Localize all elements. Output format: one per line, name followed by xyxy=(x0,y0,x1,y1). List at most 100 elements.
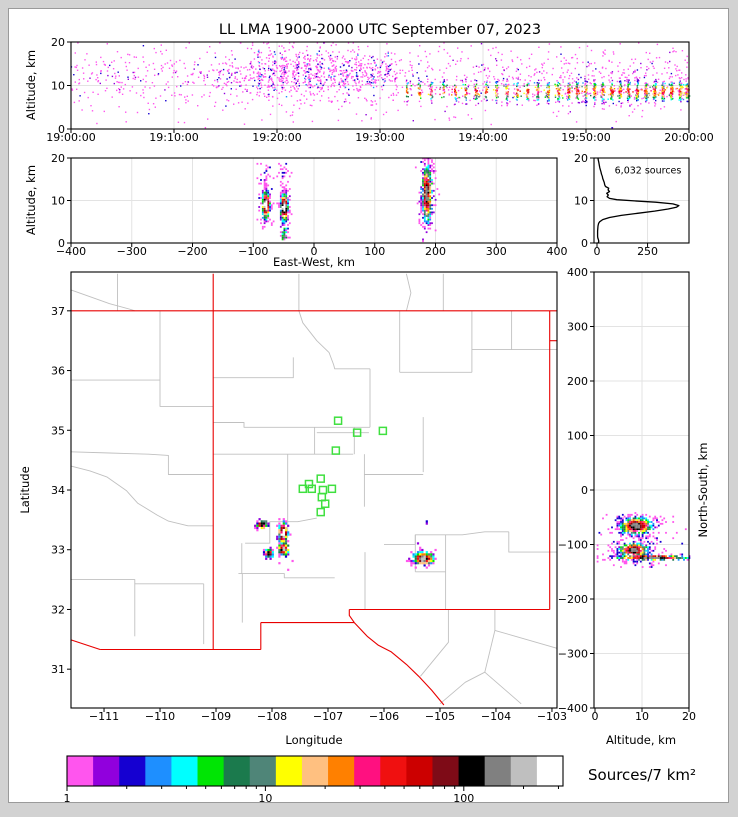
tick-label: 100 xyxy=(453,792,474,805)
colorbar-segment xyxy=(328,756,355,786)
station-square-icon xyxy=(327,484,337,494)
tick-label: −300 xyxy=(117,245,147,258)
station-square-icon xyxy=(352,428,362,437)
tick-label: 10 xyxy=(635,710,649,723)
north-south-panel: 0 10 20 −400 −300 −200 −100 0 100 200 300 400 xyxy=(558,266,696,723)
tick-label: 20 xyxy=(51,152,65,165)
colorbar-segment xyxy=(197,756,225,786)
tick-label: 20 xyxy=(51,36,65,49)
tick-label: 37 xyxy=(51,305,65,318)
tick-label: 0 xyxy=(594,245,601,258)
histogram-panel: 0 250 0 10 20 xyxy=(574,152,690,258)
ew-panel-ylabel: Altitude, km xyxy=(24,164,38,236)
colorbar-segment xyxy=(458,756,486,786)
colorbar-segment xyxy=(249,756,277,786)
colorbar-segment xyxy=(354,756,381,786)
ew-altitude-panel: −400 −300 −200 −100 0 100 200 300 400 0 10 20 xyxy=(51,152,568,258)
colorbar-segment xyxy=(484,756,512,786)
tick-label: 19:40:00 xyxy=(458,131,507,144)
time-altitude-panel: 19:00:00 19:10:00 19:20:00 19:30:00 19:40:00… xyxy=(46,36,713,144)
colorbar-segment xyxy=(406,756,433,786)
figure-title: LL LMA 1900-2000 UTC September 07, 2023 xyxy=(218,22,542,38)
station-square-icon xyxy=(333,416,343,425)
map-xlabel: Longitude xyxy=(285,733,343,747)
tick-label: 1 xyxy=(64,792,71,805)
tick-label: −110 xyxy=(145,710,175,723)
tick-label: 19:50:00 xyxy=(561,131,610,144)
tick-label: −200 xyxy=(177,245,207,258)
tick-label: 0 xyxy=(58,123,65,136)
tick-label: 0 xyxy=(592,710,599,723)
tick-label: −100 xyxy=(238,245,268,258)
tick-label: 300 xyxy=(486,245,507,258)
tick-label: −103 xyxy=(537,710,567,723)
tick-label: 34 xyxy=(51,484,65,497)
colorbar-segment xyxy=(171,756,199,786)
tick-label: 20:00:00 xyxy=(664,131,713,144)
tick-label: 20 xyxy=(574,152,588,165)
colorbar: 1 10 100 xyxy=(64,755,564,805)
county-boundaries xyxy=(70,273,558,705)
colorbar-label: Sources/7 km² xyxy=(588,766,697,784)
tick-label: 200 xyxy=(425,245,446,258)
tick-label: 0 xyxy=(58,237,65,250)
colorbar-segment xyxy=(536,756,564,786)
tick-label: −107 xyxy=(313,710,343,723)
tick-label: 32 xyxy=(51,603,65,616)
tick-label: −200 xyxy=(558,593,588,606)
tick-label: −111 xyxy=(89,710,119,723)
tick-label: 10 xyxy=(574,195,588,208)
station-square-icon xyxy=(307,484,317,494)
station-square-icon xyxy=(316,507,325,517)
tick-label: 100 xyxy=(567,430,588,443)
tick-label: 0 xyxy=(311,245,318,258)
tick-label: −106 xyxy=(369,710,399,723)
station-square-icon xyxy=(320,499,330,508)
lightning-density-points xyxy=(254,518,437,571)
tick-label: −109 xyxy=(201,710,231,723)
tick-label: 35 xyxy=(51,424,65,437)
map-axes: −111 −110 −109 −108 −107 −106 −105 −104 −103 31 32… xyxy=(51,271,567,723)
map-ylabel: Latitude xyxy=(18,466,32,514)
tick-label: 19:00:00 xyxy=(46,131,95,144)
tick-label: −108 xyxy=(257,710,287,723)
tick-label: 20 xyxy=(682,710,696,723)
tick-label: −100 xyxy=(558,539,588,552)
colorbar-segment xyxy=(93,756,120,786)
station-square-icon xyxy=(378,426,388,436)
colorbar-segment xyxy=(119,756,146,786)
tick-label: 19:10:00 xyxy=(149,131,198,144)
station-square-icon xyxy=(331,446,341,455)
tick-label: 100 xyxy=(364,245,385,258)
tick-label: 19:20:00 xyxy=(252,131,301,144)
tick-label: −300 xyxy=(558,648,588,661)
tick-label: 0 xyxy=(581,484,588,497)
colorbar-segment xyxy=(301,756,329,786)
tick-label: 300 xyxy=(567,321,588,334)
station-square-icon xyxy=(298,484,308,494)
tick-label: 10 xyxy=(51,195,65,208)
tick-label: 31 xyxy=(51,663,65,676)
colorbar-segment xyxy=(223,756,251,786)
colorbar-segment xyxy=(275,756,303,786)
tick-label: 10 xyxy=(258,792,272,805)
tick-label: 400 xyxy=(547,245,568,258)
tick-label: 0 xyxy=(581,237,588,250)
tick-label: 36 xyxy=(51,365,65,378)
tick-label: −104 xyxy=(481,710,511,723)
ew-panel-xlabel: East-West, km xyxy=(273,255,355,269)
colorbar-segment xyxy=(510,756,538,786)
state-boundaries xyxy=(70,273,557,706)
tick-label: 33 xyxy=(51,544,65,557)
tick-label: 10 xyxy=(51,80,65,93)
ns-panel-ylabel-right: North-South, km xyxy=(696,442,710,538)
histogram-annotation: 6,032 sources xyxy=(614,165,682,177)
ns-panel-xlabel: Altitude, km xyxy=(605,733,677,747)
tick-label: 19:30:00 xyxy=(355,131,404,144)
colorbar-segment xyxy=(380,756,407,786)
time-panel-ylabel: Altitude, km xyxy=(24,49,38,121)
tick-label: −400 xyxy=(56,245,86,258)
tick-label: 400 xyxy=(567,266,588,279)
